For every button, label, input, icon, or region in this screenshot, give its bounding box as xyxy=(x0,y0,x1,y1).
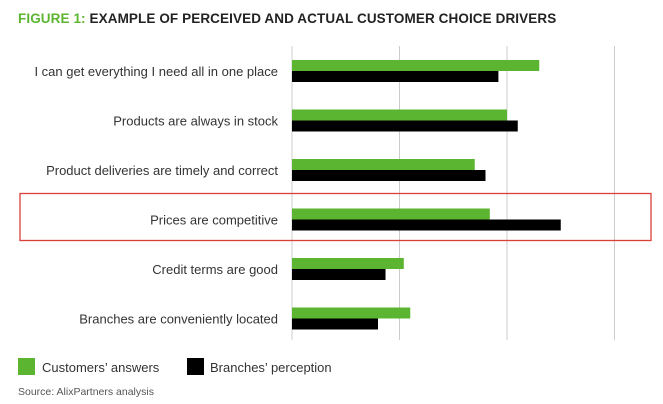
legend-swatch-branches xyxy=(187,358,204,375)
bar-branches-credit-terms-are-good xyxy=(292,269,386,280)
category-label: Branches are conveniently located xyxy=(79,312,278,327)
bar-branches-product-deliveries-are-timely-and-correct xyxy=(292,170,486,181)
category-label: Products are always in stock xyxy=(113,114,278,129)
bar-customers-i-can-get-everything-i-need-all-in-one-place xyxy=(292,60,540,71)
bars xyxy=(292,60,561,330)
bar-customers-products-are-always-in-stock xyxy=(292,109,507,121)
legend-swatch-customers xyxy=(18,358,35,375)
legend-label-customers: Customers’ answers xyxy=(42,360,160,375)
legend: Customers’ answers Branches’ perception xyxy=(18,358,332,375)
figure-label: FIGURE 1: xyxy=(18,11,86,26)
highlight-box-layer xyxy=(19,192,652,242)
bar-customers-prices-are-competitive xyxy=(292,208,490,220)
bar-branches-i-can-get-everything-i-need-all-in-one-place xyxy=(292,71,499,82)
category-label: Prices are competitive xyxy=(150,213,278,228)
category-labels: I can get everything I need all in one p… xyxy=(34,64,278,327)
bar-customers-product-deliveries-are-timely-and-correct xyxy=(292,159,475,170)
title-text: EXAMPLE OF PERCEIVED AND ACTUAL CUSTOMER… xyxy=(89,11,557,26)
legend-label-branches: Branches’ perception xyxy=(210,360,332,375)
category-label: Credit terms are good xyxy=(152,262,278,277)
bar-branches-products-are-always-in-stock xyxy=(292,120,518,132)
bar-customers-credit-terms-are-good xyxy=(292,258,404,269)
bar-customers-branches-are-conveniently-located xyxy=(292,307,411,319)
chart-title: FIGURE 1: EXAMPLE OF PERCEIVED AND ACTUA… xyxy=(18,11,556,26)
source-note: Source: AlixPartners analysis xyxy=(18,386,154,398)
highlight-box xyxy=(19,192,652,242)
category-label: I can get everything I need all in one p… xyxy=(34,64,278,79)
bar-branches-prices-are-competitive xyxy=(292,219,561,231)
category-label: Product deliveries are timely and correc… xyxy=(46,163,278,178)
bar-branches-branches-are-conveniently-located xyxy=(292,318,378,330)
